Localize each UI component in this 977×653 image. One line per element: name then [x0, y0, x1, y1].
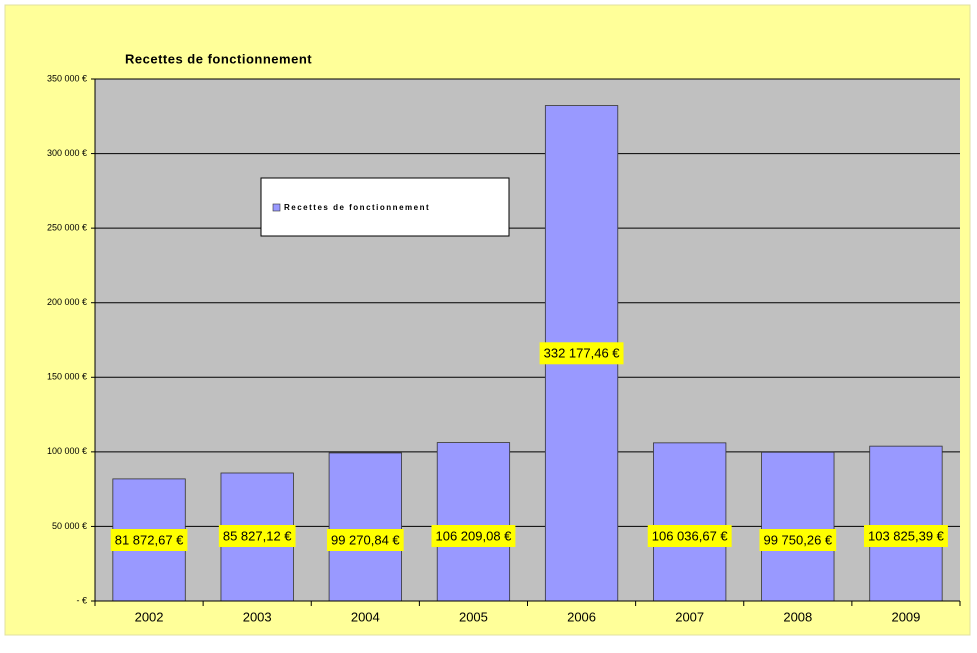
- x-tick-label: 2007: [675, 609, 704, 624]
- data-label-group: 106 036,67 €: [647, 525, 732, 547]
- x-tick-label: 2008: [783, 609, 812, 624]
- data-label: 99 750,26 €: [763, 532, 832, 547]
- data-label-bg: [431, 525, 516, 547]
- y-tick-label: 250 000 €: [47, 223, 87, 233]
- chart-title: Recettes de fonctionnement: [125, 51, 312, 66]
- data-label-group: 81 872,67 €: [110, 529, 188, 551]
- data-label-bg: [218, 525, 296, 547]
- y-tick-label: 150 000 €: [47, 372, 87, 382]
- data-label: 106 036,67 €: [652, 528, 729, 543]
- y-tick-label: - €: [76, 595, 87, 605]
- data-label: 332 177,46 €: [544, 346, 621, 361]
- x-tick-label: 2006: [567, 609, 596, 624]
- x-tick-label: 2009: [891, 609, 920, 624]
- bar: [653, 442, 727, 602]
- y-tick-label: 100 000 €: [47, 446, 87, 456]
- data-label: 99 270,84 €: [331, 532, 400, 547]
- legend-label: Recettes de fonctionnement: [284, 203, 430, 212]
- legend-swatch: [272, 203, 281, 212]
- data-label: 106 209,08 €: [435, 528, 512, 543]
- data-label-bg: [110, 529, 188, 551]
- bar: [436, 442, 511, 602]
- data-label-bg: [539, 342, 624, 365]
- x-tick-label: 2002: [135, 609, 164, 624]
- legend-box: [260, 177, 510, 237]
- data-label-group: 99 270,84 €: [326, 529, 404, 551]
- data-label-bg: [647, 525, 732, 547]
- x-tick-label: 2004: [351, 609, 380, 624]
- data-label: 85 827,12 €: [223, 528, 292, 543]
- data-label-group: 106 209,08 €: [431, 525, 516, 547]
- data-label-group: 332 177,46 €: [539, 342, 624, 365]
- y-tick-label: 300 000 €: [47, 148, 87, 158]
- bar: [761, 451, 835, 602]
- bar: [869, 445, 943, 602]
- data-label-bg: [863, 525, 948, 547]
- bar: [328, 452, 402, 602]
- data-label: 81 872,67 €: [115, 532, 184, 547]
- data-label-group: 103 825,39 €: [863, 525, 948, 547]
- data-label-group: 99 750,26 €: [759, 529, 837, 551]
- x-tick-label: 2005: [459, 609, 488, 624]
- data-label-bg: [326, 529, 404, 551]
- y-tick-label: 50 000 €: [52, 521, 87, 531]
- data-label: 103 825,39 €: [868, 528, 945, 543]
- y-tick-label: 350 000 €: [47, 73, 87, 83]
- x-tick-label: 2003: [243, 609, 272, 624]
- data-label-bg: [759, 529, 837, 551]
- y-tick-label: 200 000 €: [47, 297, 87, 307]
- data-label-group: 85 827,12 €: [218, 525, 296, 547]
